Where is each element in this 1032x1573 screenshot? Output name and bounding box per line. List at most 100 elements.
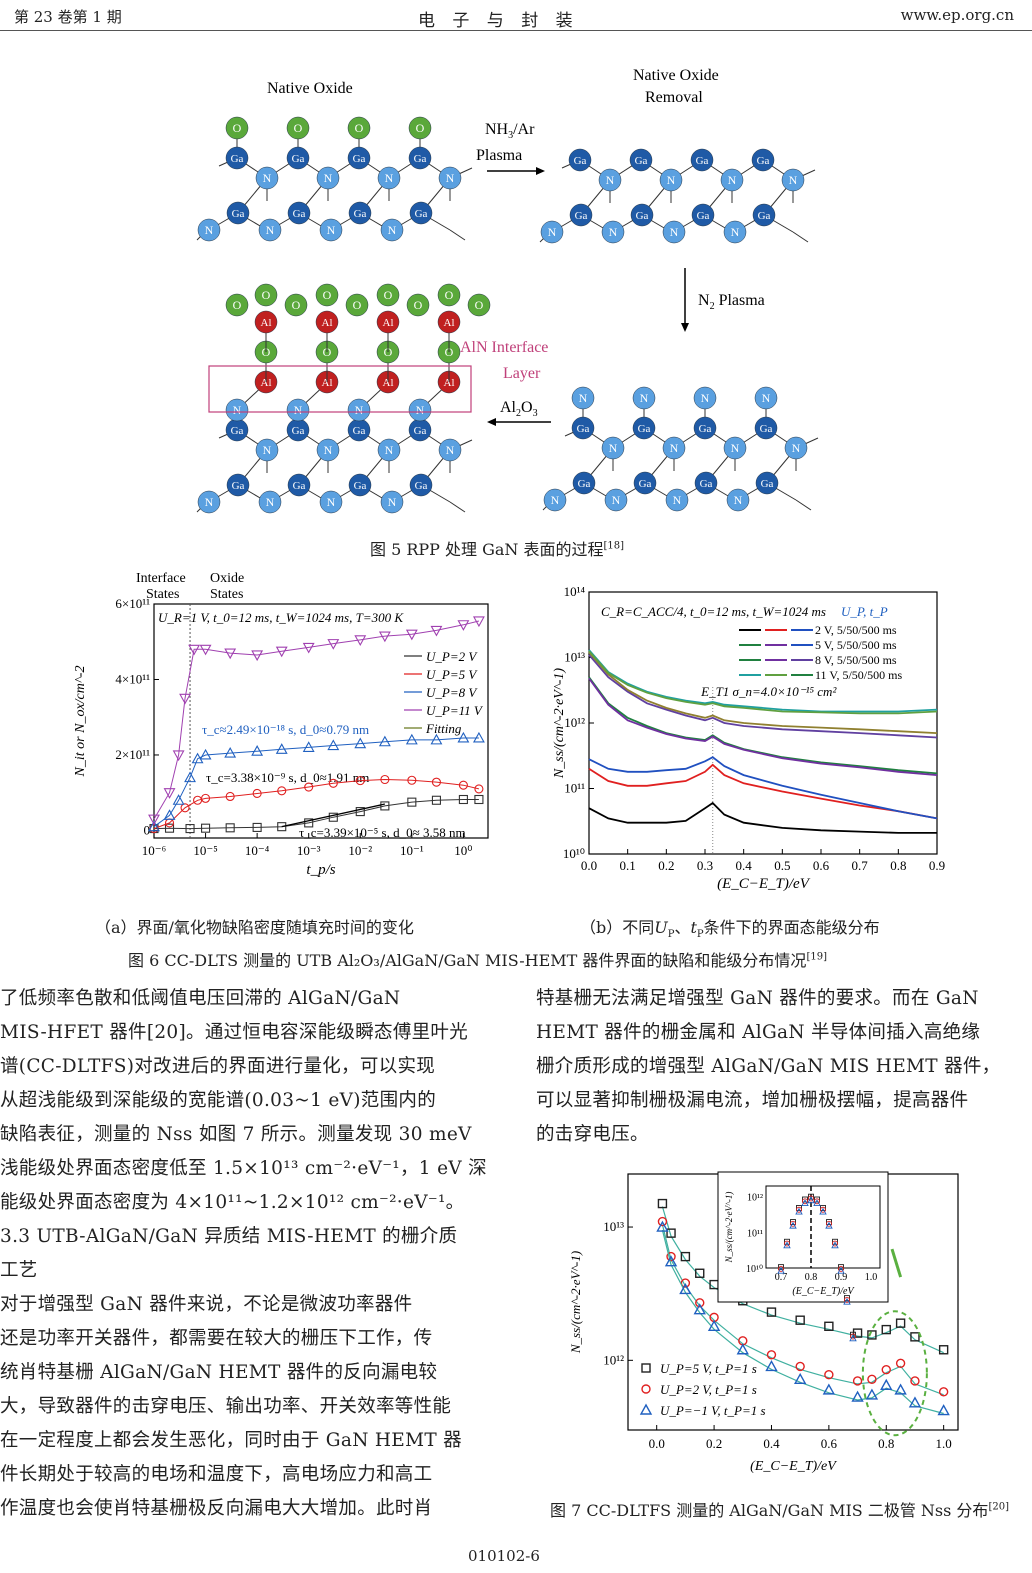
n-atom <box>316 438 340 462</box>
ga-atom-label: Ga <box>414 425 427 437</box>
data-point <box>225 791 235 802</box>
aln-interface-box <box>208 365 472 413</box>
figure-6-caption: 图 6 CC-DLTS 测量的 UTB Al₂O₃/AlGaN/GaN MIS-… <box>128 951 827 970</box>
inset-point <box>802 1198 808 1205</box>
inset-point <box>838 1265 844 1272</box>
o-atom-label: O <box>384 288 393 302</box>
o-atom <box>284 293 308 317</box>
ga-atom-label: Ga <box>699 423 712 435</box>
x-axis-label: t_p/s <box>306 862 335 878</box>
ga-atom-label: Ga <box>293 208 306 220</box>
o-atom <box>315 283 339 307</box>
data-point <box>201 793 211 803</box>
y-tick-label: 10¹² <box>564 715 585 730</box>
figure-6a-chart: 10⁻⁶ 10⁻⁵ 10⁻⁴ 10⁻³ 10⁻² 10⁻¹ 10⁰ 0 2×10¹¹ 4×10¹¹… <box>73 571 489 878</box>
data-point <box>184 771 196 783</box>
o-atom <box>467 293 491 317</box>
n-atom <box>377 166 401 190</box>
ga-atom-label: Ga <box>639 478 652 490</box>
data-point <box>328 812 338 822</box>
n-atom <box>255 166 279 190</box>
data-point <box>148 820 160 832</box>
bond <box>795 499 812 511</box>
n-atom-label: N <box>355 403 364 417</box>
o-atom-label: O <box>353 298 362 312</box>
data-point <box>765 1359 778 1372</box>
series-line <box>588 650 938 715</box>
data-point <box>910 1376 920 1386</box>
label-native-oxide: Native Oxide <box>267 80 353 97</box>
n-atom <box>319 490 343 514</box>
ga-atom-label: Ga <box>697 210 710 222</box>
label-aln-2: Layer <box>503 365 541 382</box>
inset-point <box>838 1264 844 1271</box>
ga-atom-label: Ga <box>636 210 649 222</box>
ga-atom <box>751 148 775 172</box>
data-point <box>881 1365 891 1375</box>
text-line: 的击穿电压。 <box>536 1124 649 1145</box>
inset-point <box>849 1334 857 1342</box>
ga-atom-label: Ga <box>415 480 428 492</box>
data-point <box>407 775 417 785</box>
ga-atom <box>409 473 433 497</box>
data-point <box>657 1216 668 1227</box>
data-point <box>707 1319 721 1331</box>
ga-atom <box>755 471 779 495</box>
n-atom <box>754 386 778 410</box>
body-text-right: 特基栅无法满足增强型 GaN 器件的要求。而在 GaN HEMT 器件的栅金属和… <box>536 982 1032 1152</box>
n-atom <box>601 220 625 244</box>
data-point <box>355 776 365 786</box>
n-atom <box>316 166 340 190</box>
data-point <box>880 1378 893 1390</box>
inset-point <box>843 1297 851 1305</box>
o-atom <box>254 283 278 307</box>
annotation-2: τ_c=3.38×10⁻⁹ s, d_0≈1.91 nm <box>206 770 369 785</box>
data-point <box>657 1198 668 1209</box>
data-point <box>355 807 365 817</box>
n-atom-label: N <box>609 441 618 455</box>
legend-header: U_P, t_P <box>841 604 888 619</box>
y-tick-label: 2×10¹¹ <box>115 747 150 762</box>
inset-point <box>826 1220 832 1227</box>
inset-point <box>784 1240 790 1247</box>
peak-highlight <box>861 1310 928 1437</box>
text-line: 还是功率开关器件，都需要在较大的栅压下工作，传 <box>0 1328 433 1349</box>
o-atom-label: O <box>262 288 271 302</box>
o-atom <box>286 116 310 140</box>
data-point <box>851 1390 864 1402</box>
text-line: MIS-HFET 器件[20]。通过恒电容深能级瞬态傅里叶光 <box>0 1022 469 1043</box>
inset-point <box>808 1195 814 1202</box>
data-point <box>472 616 485 628</box>
data-point <box>822 1383 836 1395</box>
n-atom-label: N <box>606 173 615 187</box>
inset-point <box>801 1199 809 1207</box>
n-atom-label: N <box>446 171 455 185</box>
inset-frame <box>717 1171 889 1303</box>
x-tick-label: 0.7 <box>852 858 869 873</box>
data-point <box>867 1374 877 1385</box>
n-atom <box>438 438 462 462</box>
arrow-head-n2 <box>681 323 689 332</box>
label-al2o3: Al2O3 <box>500 399 538 419</box>
data-point <box>172 750 185 762</box>
inset-point <box>808 1193 814 1200</box>
legend-marker <box>641 1363 651 1373</box>
inset-point <box>784 1238 790 1245</box>
n-atom-label: N <box>789 173 798 187</box>
data-point <box>852 1328 863 1338</box>
n-atom <box>662 220 686 244</box>
ga-atom <box>691 203 715 227</box>
fit-curve <box>661 1206 944 1354</box>
data-point <box>431 795 441 805</box>
data-point <box>895 1358 906 1368</box>
ga-atom-label: Ga <box>696 155 709 167</box>
n-atom <box>377 438 401 462</box>
text-line: 栅介质形成的增强型 AlGaN/GaN MIS HEMT 器件， <box>536 1056 1001 1077</box>
al-atom <box>254 310 278 334</box>
ga-atom <box>694 471 718 495</box>
series-line <box>588 651 938 734</box>
data-point <box>405 733 418 745</box>
data-point <box>894 1383 907 1395</box>
ga-atom-label: Ga <box>760 423 773 435</box>
figure-6a-subcaption: （a）界面/氧化物缺陷密度随填充时间的变化 <box>95 918 414 937</box>
